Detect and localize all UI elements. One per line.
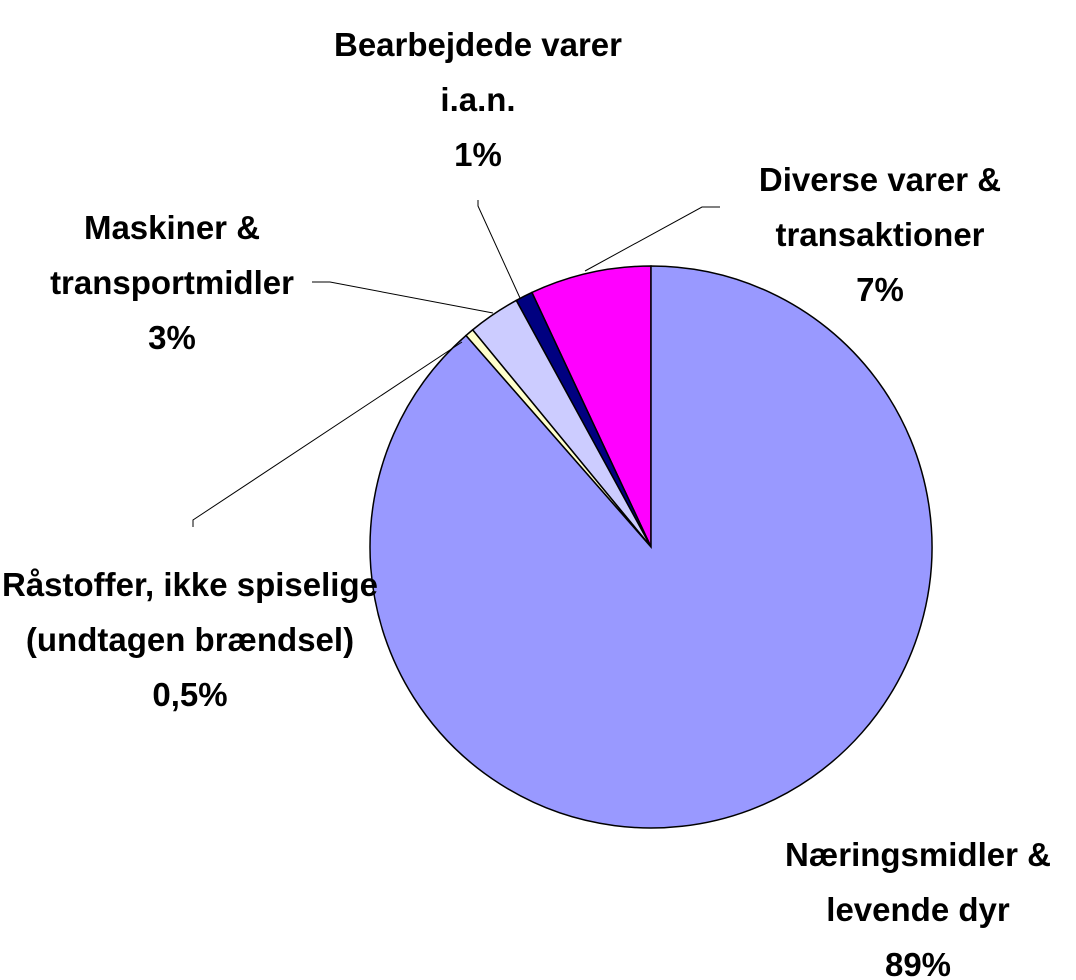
leader-line — [477, 200, 521, 299]
value-label: 89% — [884, 946, 952, 980]
slice-label: Råstoffer, ikke spiselige (undtagen bræn… — [0, 557, 385, 722]
value-label: 0,5% — [152, 676, 228, 713]
value-label: 7% — [856, 271, 904, 308]
category-label: Diverse varer & transaktioner — [758, 161, 1002, 253]
leader-line — [312, 281, 494, 314]
value-label: 1% — [454, 136, 502, 173]
category-label: Næringsmidler & levende dyr — [785, 836, 1051, 928]
leader-lines — [192, 200, 720, 527]
leader-line — [192, 341, 463, 527]
category-label: Maskiner & transportmidler — [50, 209, 294, 301]
pie-slice — [369, 265, 933, 829]
value-label: 3% — [148, 319, 196, 356]
leader-line — [584, 206, 720, 272]
slice-label: Næringsmidler & levende dyr 89% — [753, 827, 1076, 980]
slice-label: Maskiner & transportmidler 3% — [22, 200, 322, 365]
category-label: Råstoffer, ikke spiselige (undtagen bræn… — [1, 566, 378, 658]
slice-label: Diverse varer & transaktioner 7% — [725, 152, 1035, 317]
category-label: Bearbejdede varer i.a.n. — [334, 26, 622, 118]
pie-slice — [530, 265, 652, 548]
slice-label: Bearbejdede varer i.a.n. 1% — [308, 17, 648, 182]
